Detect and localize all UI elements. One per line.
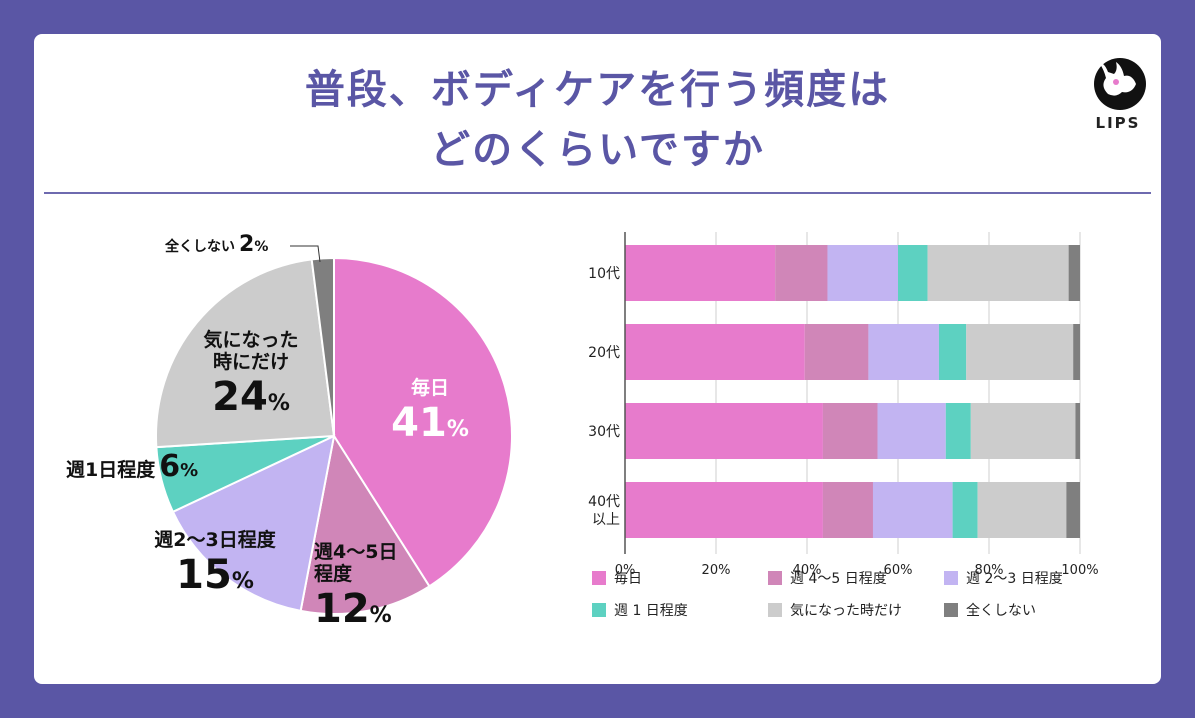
bar-segment — [945, 403, 971, 459]
pie-label-never: 全くしない 2% — [165, 232, 269, 257]
legend-swatch — [944, 603, 958, 617]
pie-label-whenever-line2: 時にだけ — [212, 350, 289, 373]
title-line-1: 普段、ボディケアを行う頻度は — [304, 67, 891, 113]
x-tick-label: 20% — [702, 563, 731, 578]
legend-item: 週 1 日程度 — [592, 600, 768, 620]
pie-slice-6 — [310, 256, 335, 437]
chart-title: 普段、ボディケアを行う頻度は どのくらいですか — [34, 60, 1161, 180]
pie-label-daily-pct: 41 — [391, 399, 447, 446]
pie-label-w23-name: 週2〜3日程度 — [154, 529, 276, 551]
category-label: 40代以上 — [588, 494, 620, 528]
legend-label: 週 2〜3 日程度 — [966, 571, 1063, 587]
legend-item: 毎日 — [592, 568, 768, 588]
pie-label-whenever-pct: 24 — [212, 373, 268, 420]
legend-label: 週 1 日程度 — [614, 603, 688, 619]
bar-segment — [977, 482, 1067, 538]
category-label: 30代 — [588, 424, 620, 440]
pie-label-daily: 毎日 41% — [375, 377, 485, 446]
legend-item: 全くしない — [944, 600, 1120, 620]
bar-segment — [1073, 324, 1080, 380]
pie-label-w45-line1: 週4〜5日 — [314, 541, 398, 563]
pie-slice-2 — [299, 433, 431, 615]
pie-label-never-name: 全くしない — [165, 239, 235, 255]
bar-segment — [625, 324, 805, 380]
legend-label: 気になった時だけ — [790, 603, 902, 619]
bar-segment — [625, 482, 823, 538]
bar-segment — [827, 245, 898, 301]
legend-swatch — [592, 603, 606, 617]
x-tick-label: 100% — [1061, 563, 1098, 578]
pie-label-daily-name: 毎日 — [410, 377, 449, 399]
legend-item: 週 4〜5 日程度 — [768, 568, 944, 588]
lips-logo-icon — [1094, 58, 1146, 110]
pie-label-w45: 週4〜5日 程度 12% — [314, 541, 424, 632]
bar-segment — [822, 482, 873, 538]
bar-segment — [970, 403, 1076, 459]
bar-segment — [625, 403, 823, 459]
stacked-bar-chart: 0% 20% 40% 60% 80% 100% 10代 20代 30代 40代以上 — [588, 232, 1099, 578]
legend-swatch — [768, 571, 782, 585]
x-tick-label: 80% — [975, 563, 1004, 578]
logo-text: LIPS — [1095, 114, 1141, 132]
bar-segment — [868, 324, 939, 380]
bar-segment — [1068, 245, 1080, 301]
pie-label-w1: 週1日程度 6% — [66, 449, 199, 484]
pie-label-w45-pct: 12 — [314, 585, 370, 632]
legend-label: 週 4〜5 日程度 — [790, 571, 887, 587]
bar-segment — [775, 245, 828, 301]
lips-logo: LIPS — [1086, 54, 1150, 144]
pie-label-whenever: 気になった 時にだけ 24% — [196, 329, 306, 420]
x-tick-label: 40% — [793, 563, 822, 578]
x-tick-label: 0% — [615, 563, 636, 578]
pie-slice-5 — [155, 258, 336, 449]
legend-item: 気になった時だけ — [768, 600, 944, 620]
bar-segment — [898, 245, 928, 301]
bar-segment — [1066, 482, 1080, 538]
bar-segment — [952, 482, 978, 538]
pie-slice-1 — [333, 256, 513, 588]
bar-segment — [625, 245, 776, 301]
leader-line — [290, 245, 321, 263]
pie-label-never-pct: 2 — [239, 232, 255, 257]
legend-label: 毎日 — [614, 571, 642, 587]
bar-segment — [938, 324, 967, 380]
bar-segment — [822, 403, 878, 459]
title-line-2: どのくらいですか — [430, 127, 765, 173]
x-tick-label: 60% — [884, 563, 913, 578]
category-label: 20代 — [588, 345, 620, 361]
legend-item: 週 2〜3 日程度 — [944, 568, 1120, 588]
legend-swatch — [768, 603, 782, 617]
legend-label: 全くしない — [966, 603, 1036, 619]
pie-label-whenever-line1: 気になった — [203, 329, 299, 351]
pie-label-w1-pct: 6 — [159, 449, 181, 484]
divider — [44, 192, 1151, 194]
bar-segment — [804, 324, 869, 380]
legend-swatch — [592, 571, 606, 585]
bar-legend: 毎日 週 4〜5 日程度 週 2〜3 日程度週 1 日程度 気になった時だけ 全くしない — [592, 568, 1112, 620]
pie-slice-3 — [171, 434, 336, 613]
bar-segment — [877, 403, 946, 459]
category-label: 10代 — [588, 266, 620, 282]
legend-swatch — [944, 571, 958, 585]
bar-segment — [966, 324, 1074, 380]
pie-label-w45-line2: 程度 — [314, 562, 353, 585]
pie-label-w23-pct: 15 — [176, 551, 232, 598]
pie-label-w23: 週2〜3日程度 15% — [130, 529, 300, 598]
bar-segment — [927, 245, 1069, 301]
bar-segment — [872, 482, 953, 538]
bar-segment — [1075, 403, 1080, 459]
pie-label-w1-name: 週1日程度 — [66, 459, 156, 481]
